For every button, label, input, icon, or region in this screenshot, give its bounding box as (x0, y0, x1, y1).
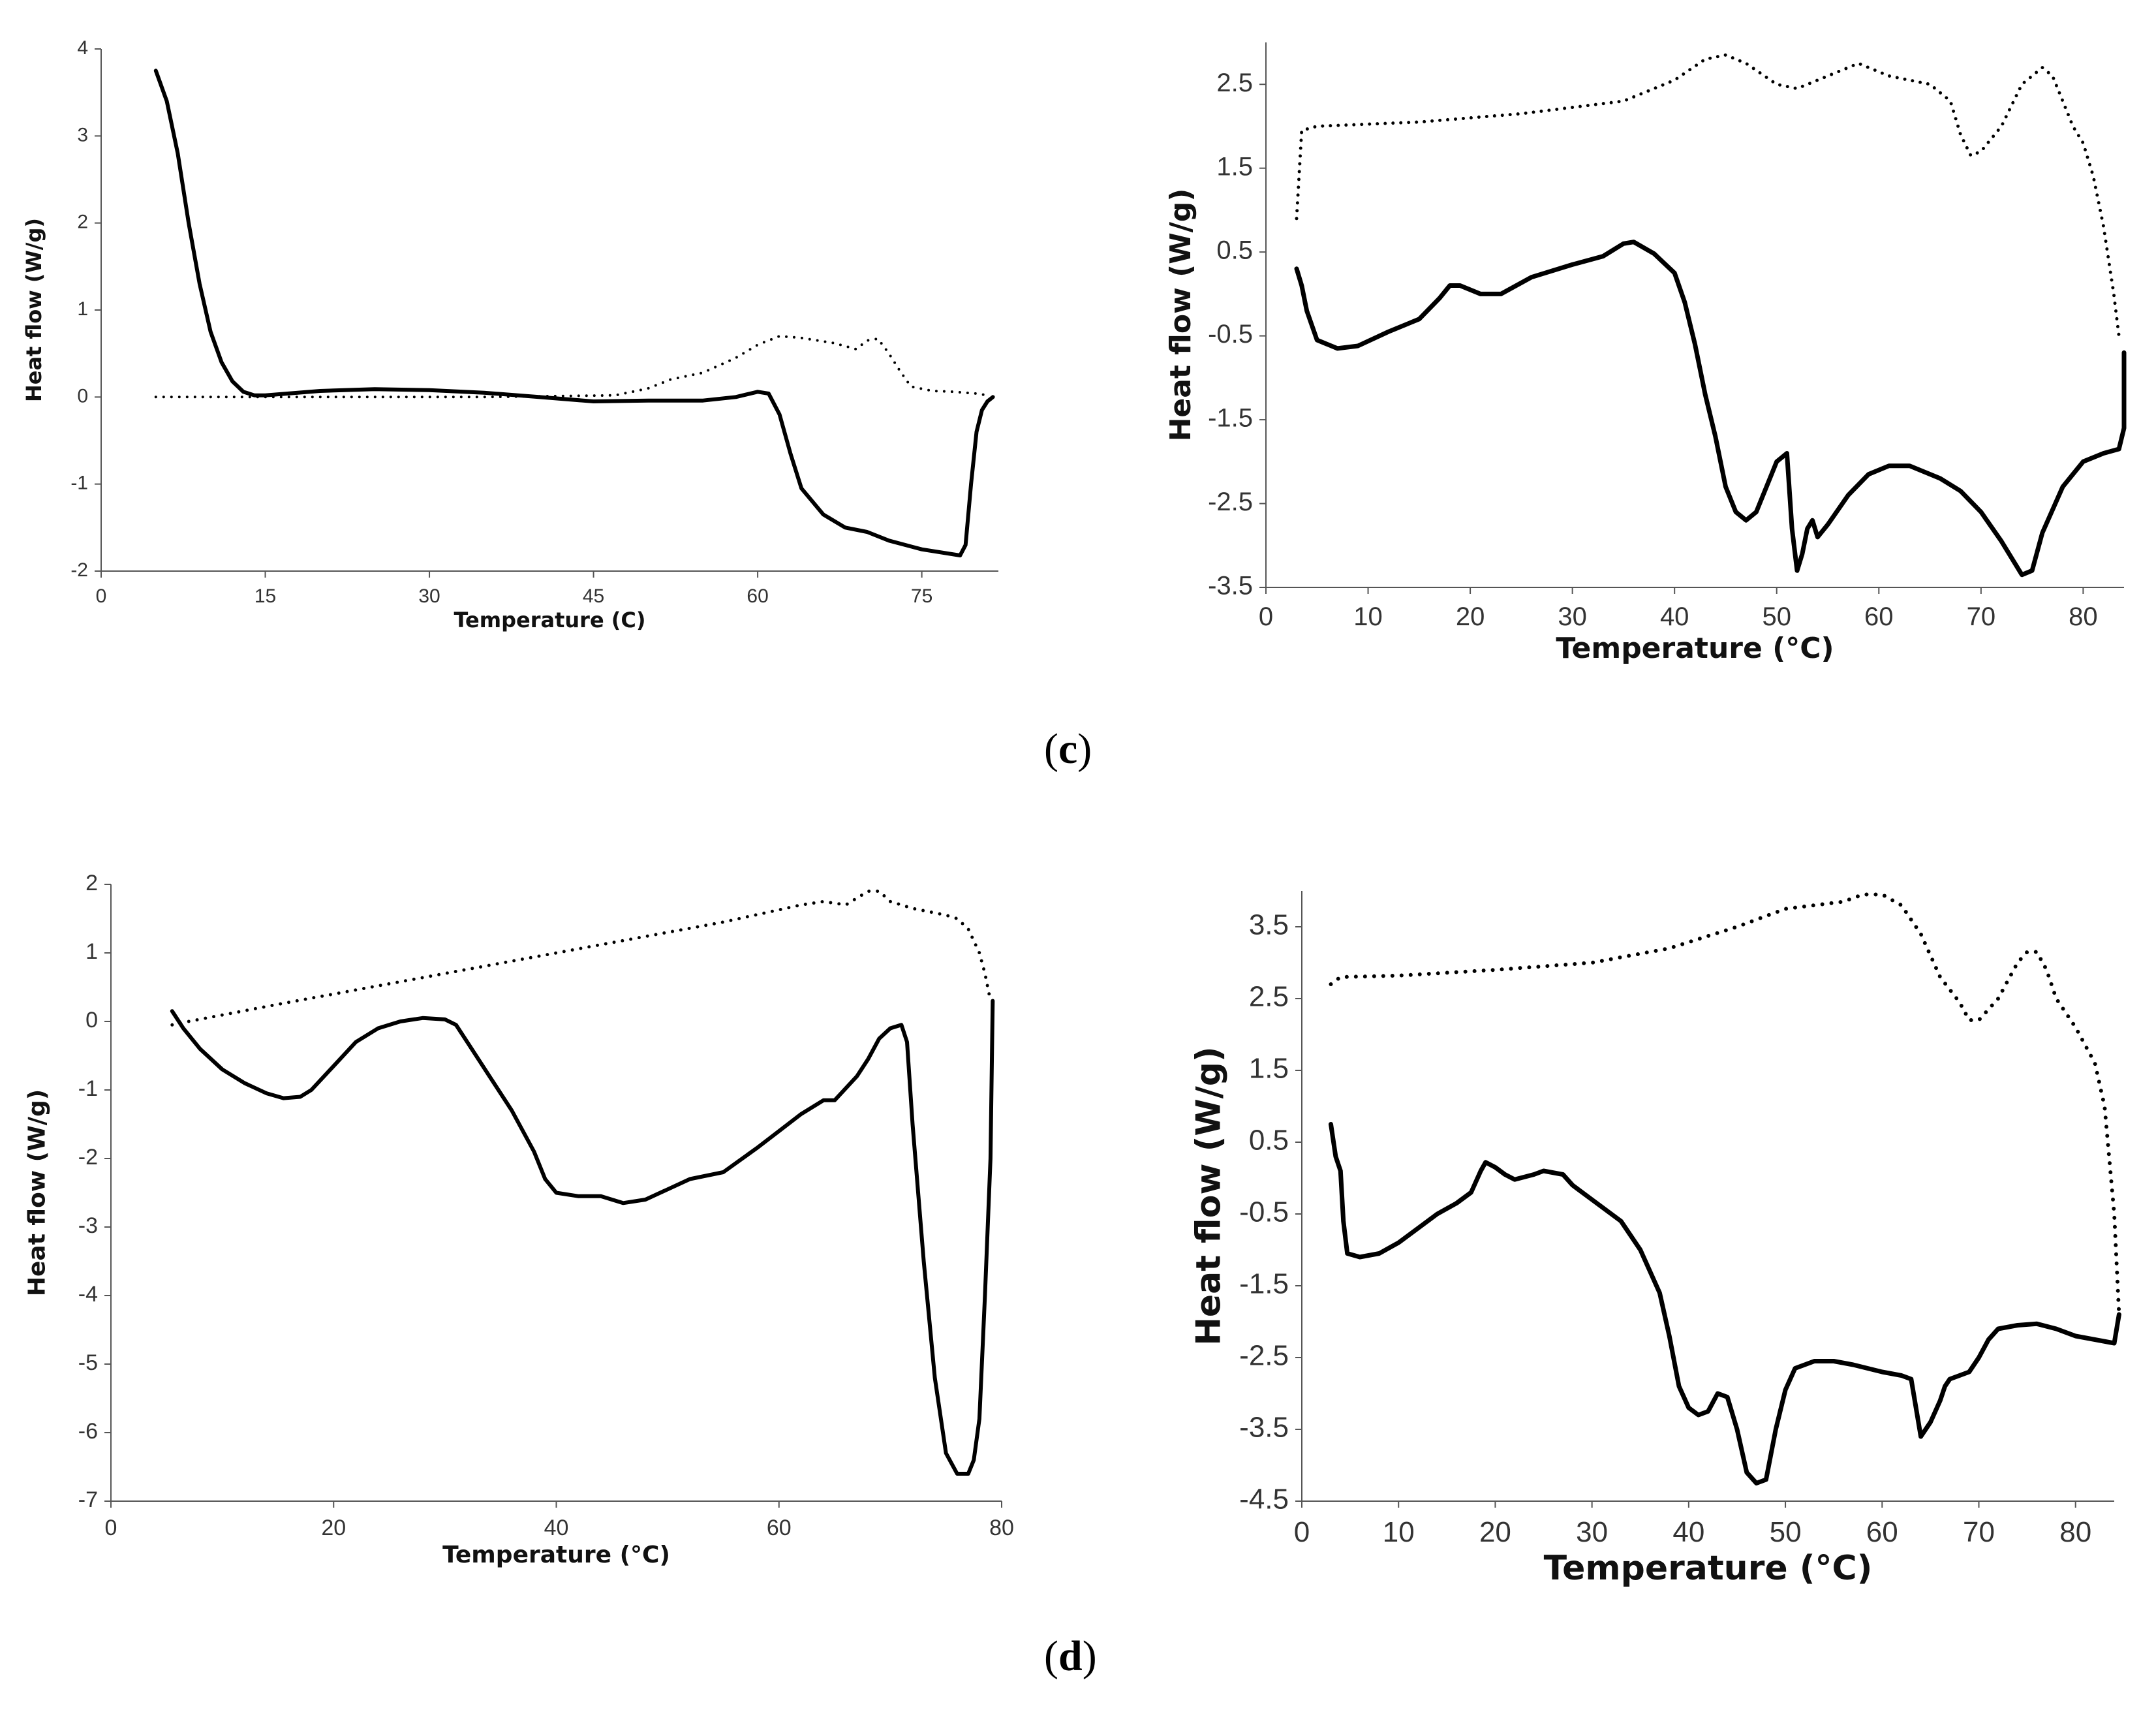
y-tick-label: -0.5 (1208, 320, 1253, 349)
x-tick-label: 40 (544, 1516, 569, 1540)
y-tick-label: -1.5 (1208, 404, 1253, 433)
x-tick-label: 70 (1967, 602, 1996, 631)
y-tick-label: 1.5 (1216, 152, 1253, 181)
y-axis-label: Heat flow (W/g) (1189, 1046, 1228, 1345)
y-tick-label: 0.5 (1249, 1125, 1289, 1157)
chart-c-dsc-1: -2 -1 0 1 2 3 4 0 15 30 45 60 75 Temperature (C) Heat … (22, 37, 998, 632)
y-tick-label: -6 (78, 1419, 98, 1444)
x-tick-label: 80 (989, 1516, 1014, 1540)
y-tick-label: -4 (78, 1282, 98, 1307)
y-tick-label: 0 (77, 385, 88, 407)
series-solid-line (170, 999, 995, 1476)
x-tick-label: 40 (1672, 1516, 1704, 1548)
y-tick-label: 1 (85, 939, 98, 964)
y-tick-label: -3.5 (1208, 572, 1253, 600)
y-tick-label: -2.5 (1239, 1340, 1289, 1372)
y-tick-label: 2.5 (1249, 981, 1289, 1013)
x-tick-label: 50 (1770, 1516, 1802, 1548)
x-axis-label: Temperature (°C) (442, 1542, 670, 1568)
y-tick-label: -0.5 (1239, 1196, 1289, 1228)
series-dotted-line (170, 890, 993, 1027)
y-tick-label: -7 (78, 1487, 98, 1512)
chart-d-dsc-2: -4.5 -3.5 -2.5 -1.5 -0.5 0.5 1.5 2.5 3.5 0 10 20 30 4… (1189, 891, 2121, 1588)
y-tick-label: -1.5 (1239, 1268, 1289, 1300)
x-tick-label: 30 (1576, 1516, 1608, 1548)
x-tick-label: 10 (1353, 602, 1383, 631)
x-tick-label: 60 (747, 585, 768, 607)
x-tick-label: 70 (1963, 1516, 1995, 1548)
y-tick-label: 0 (85, 1008, 98, 1033)
y-tick-label: -2.5 (1208, 488, 1253, 516)
panel-label-c: (c) (1044, 725, 1092, 773)
x-axis-label: Temperature (C) (454, 608, 645, 632)
x-tick-label: 80 (2059, 1516, 2091, 1548)
series-dotted-line (154, 335, 989, 399)
panel-label-d: (d) (1044, 1632, 1097, 1680)
x-tick-label: 20 (1479, 1516, 1511, 1548)
series-solid-line (1294, 240, 2127, 578)
x-tick-label: 30 (418, 585, 440, 607)
y-tick-label: 1 (77, 298, 88, 320)
y-axis-label: Heat flow (W/g) (23, 1089, 50, 1296)
series-dotted-line (1329, 892, 2121, 1316)
y-tick-label: 2 (85, 871, 98, 895)
series-solid-line (153, 69, 995, 557)
x-tick-label: 30 (1558, 602, 1587, 631)
y-tick-label: 3.5 (1249, 909, 1289, 941)
y-tick-label: 2.5 (1216, 69, 1253, 97)
x-tick-label: 75 (911, 585, 932, 607)
x-tick-label: 45 (583, 585, 604, 607)
y-tick-label: 3 (77, 124, 88, 146)
y-tick-label: 1.5 (1249, 1053, 1289, 1085)
y-tick-label: -2 (70, 559, 88, 581)
y-tick-label: -1 (70, 473, 88, 494)
y-tick-label: 2 (77, 211, 88, 233)
y-tick-label: -3.5 (1239, 1412, 1289, 1444)
y-tick-label: 0.5 (1216, 236, 1253, 265)
series-dotted-line (1295, 53, 2121, 338)
x-tick-label: 0 (1259, 602, 1273, 631)
y-tick-label: 4 (77, 37, 88, 59)
x-tick-label: 20 (321, 1516, 346, 1540)
x-tick-label: 60 (767, 1516, 792, 1540)
series-solid-line (1329, 1122, 2121, 1485)
x-tick-label: 0 (105, 1516, 117, 1540)
x-tick-label: 20 (1456, 602, 1485, 631)
x-tick-label: 60 (1866, 1516, 1898, 1548)
y-tick-label: -1 (78, 1076, 98, 1101)
y-tick-label: -4.5 (1239, 1484, 1289, 1516)
x-tick-label: 60 (1864, 602, 1894, 631)
x-axis-label: Temperature (°C) (1556, 632, 1834, 665)
x-tick-label: 15 (254, 585, 276, 607)
x-tick-label: 0 (1294, 1516, 1310, 1548)
y-tick-label: -3 (78, 1213, 98, 1238)
y-axis-label: Heat flow (W/g) (22, 218, 46, 402)
x-axis-label: Temperature (°C) (1544, 1549, 1873, 1588)
x-tick-label: 80 (2069, 602, 2098, 631)
y-tick-label: -5 (78, 1350, 98, 1375)
y-tick-label: -2 (78, 1145, 98, 1170)
y-axis-label: Heat flow (W/g) (1164, 189, 1197, 442)
x-tick-label: 10 (1383, 1516, 1415, 1548)
x-tick-label: 0 (96, 585, 107, 607)
chart-c-dsc-2: -3.5 -2.5 -1.5 -0.5 0.5 1.5 2.5 0 10 20 30 40 50 60 70… (1164, 42, 2127, 665)
x-tick-label: 50 (1762, 602, 1791, 631)
x-tick-label: 40 (1660, 602, 1689, 631)
